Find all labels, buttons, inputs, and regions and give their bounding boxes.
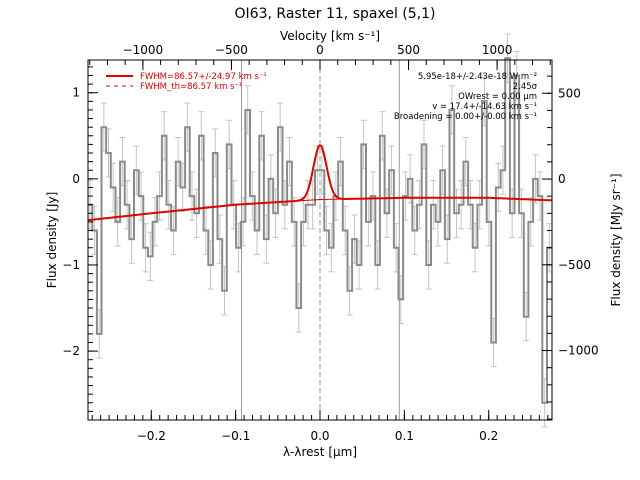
right-tick-label: −1000 bbox=[558, 344, 599, 358]
annotation-broadening: Broadening = 0.00+/-0.00 km s⁻¹ bbox=[394, 112, 537, 122]
right-tick-label: −500 bbox=[558, 258, 591, 272]
y-tick-label: 1 bbox=[72, 86, 80, 100]
chart-title: OI63, Raster 11, spaxel (5,1) bbox=[235, 6, 436, 22]
right-y-axis-title: Flux density [MJy sr⁻¹] bbox=[609, 173, 623, 306]
annotation-offset: OWrest = 0.00 μm bbox=[458, 92, 537, 102]
x-tick-label: 0.1 bbox=[395, 429, 414, 443]
y-axis-title: Flux density [Jy] bbox=[45, 192, 59, 289]
top-axis-title: Velocity [km s⁻¹] bbox=[280, 29, 380, 43]
legend: FWHM=86.57+/-24.97 km s⁻¹ FWHM_th=86.57 … bbox=[106, 72, 267, 92]
x-tick-label: −0.2 bbox=[137, 429, 166, 443]
top-tick-label: −1000 bbox=[123, 43, 164, 57]
plot-area bbox=[86, 33, 553, 428]
top-tick-label: 0 bbox=[316, 43, 324, 57]
x-axis-title: λ-λrest [μm] bbox=[283, 445, 357, 459]
y-tick-label: 0 bbox=[72, 172, 80, 186]
annotation-velocity: v = 17.4+/-14.63 km s⁻¹ bbox=[432, 102, 537, 112]
x-tick-label: 0.2 bbox=[479, 429, 498, 443]
top-tick-label: 500 bbox=[397, 43, 420, 57]
y-tick-label: −2 bbox=[62, 344, 80, 358]
right-tick-label: 0 bbox=[558, 172, 566, 186]
y-tick-label: −1 bbox=[62, 258, 80, 272]
right-tick-label: 500 bbox=[558, 86, 581, 100]
annotation-block: 5.95e-18+/-2.43e-18 W m⁻² 2.45σ OWrest =… bbox=[394, 72, 538, 122]
legend-dashed-label: FWHM_th=86.57 km s⁻¹ bbox=[140, 82, 242, 92]
annotation-flux: 5.95e-18+/-2.43e-18 W m⁻² bbox=[418, 72, 537, 82]
continuum-curve bbox=[87, 197, 553, 221]
x-tick-label: 0.0 bbox=[310, 429, 329, 443]
legend-solid-label: FWHM=86.57+/-24.97 km s⁻¹ bbox=[140, 72, 267, 82]
spectrum-histogram bbox=[87, 57, 552, 404]
annotation-significance: 2.45σ bbox=[513, 82, 538, 92]
top-tick-label: 1000 bbox=[482, 43, 513, 57]
top-tick-label: −500 bbox=[215, 43, 248, 57]
x-tick-label: −0.1 bbox=[221, 429, 250, 443]
